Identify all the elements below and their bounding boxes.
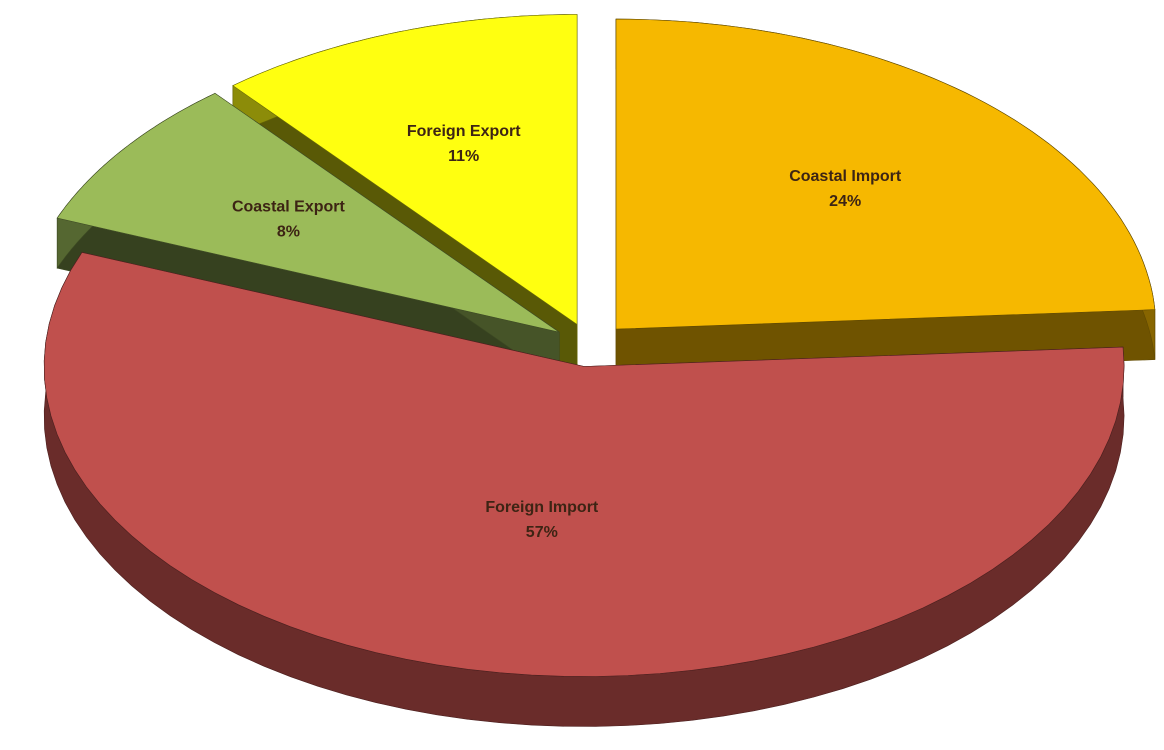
slice-label: Coastal Import [789, 168, 902, 185]
slice-label: Foreign Import [485, 499, 599, 516]
slice-label: Foreign Export [407, 123, 521, 140]
slice-value-label: 24% [829, 193, 861, 210]
slice-value-label: 11% [448, 148, 479, 165]
slice-top [615, 18, 1156, 330]
slice-top [232, 14, 578, 326]
slice-top [43, 252, 1125, 677]
pie-slice: Coastal Import 24% [615, 18, 1156, 380]
slice-top [56, 92, 560, 333]
slice-label: Coastal Export [232, 198, 346, 215]
pie-slice: Foreign Import 57% [43, 251, 1125, 727]
slice-value-label: 8% [277, 223, 300, 240]
slice-value-label: 57% [526, 524, 558, 541]
